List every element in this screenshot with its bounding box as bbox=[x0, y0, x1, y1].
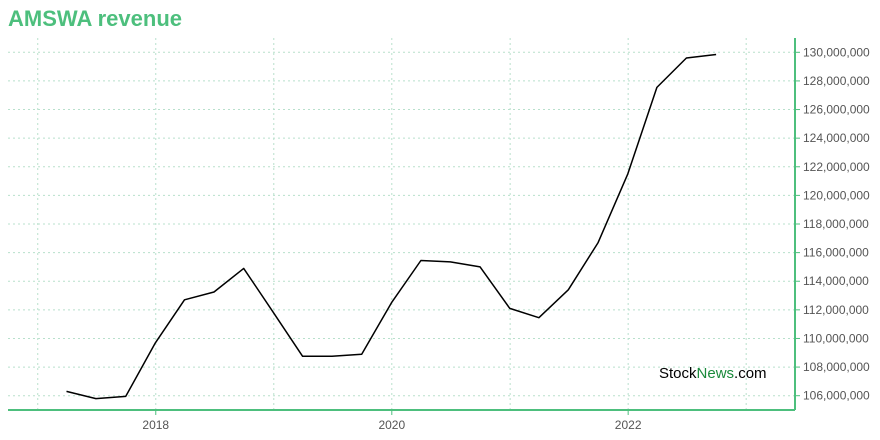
watermark-prefix: Stock bbox=[659, 365, 697, 382]
y-tick-label: 130,000,000 bbox=[803, 45, 870, 59]
y-tick-label: 128,000,000 bbox=[803, 74, 870, 88]
y-tick-label: 120,000,000 bbox=[803, 188, 870, 202]
revenue-series bbox=[66, 53, 717, 400]
y-tick-label: 124,000,000 bbox=[803, 131, 870, 145]
chart-title: AMSWA revenue bbox=[8, 6, 183, 31]
x-axis-ticks: 2018 2020 2022 bbox=[142, 410, 642, 432]
y-tick-label: 118,000,000 bbox=[803, 217, 869, 231]
watermark-suffix: .com bbox=[734, 365, 767, 382]
y-tick-label: 106,000,000 bbox=[803, 389, 870, 403]
revenue-line bbox=[66, 53, 717, 400]
x-tick-label: 2018 bbox=[142, 418, 169, 432]
y-tick-label: 126,000,000 bbox=[803, 103, 870, 117]
x-tick-label: 2020 bbox=[378, 418, 405, 432]
grid-lines bbox=[8, 38, 795, 410]
y-tick-label: 110,000,000 bbox=[803, 331, 869, 345]
chart-axes bbox=[8, 38, 796, 411]
y-tick-label: 114,000,000 bbox=[803, 274, 869, 288]
x-tick-label: 2022 bbox=[615, 418, 642, 432]
watermark-accent: News bbox=[696, 365, 735, 382]
y-axis-ticks: 106,000,000 108,000,000 110,000,000 112,000… bbox=[795, 45, 870, 403]
y-tick-label: 122,000,000 bbox=[803, 160, 870, 174]
stocknews-watermark: StockNews.com bbox=[659, 365, 767, 382]
y-tick-label: 116,000,000 bbox=[803, 246, 869, 260]
y-tick-label: 108,000,000 bbox=[803, 360, 870, 374]
y-tick-label: 112,000,000 bbox=[803, 303, 869, 317]
